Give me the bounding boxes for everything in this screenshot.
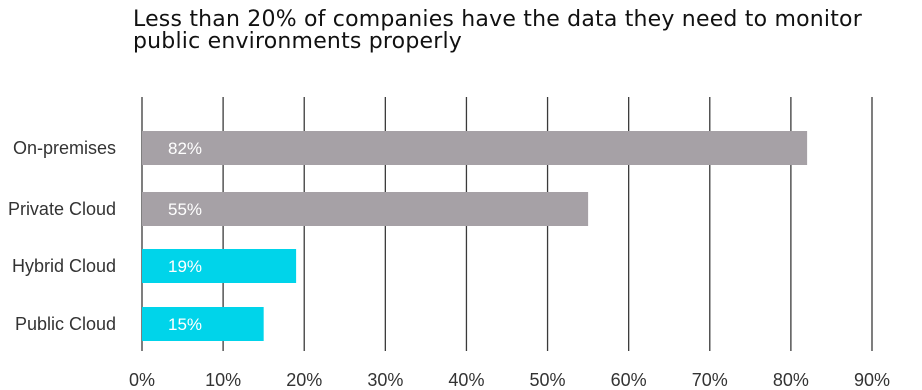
x-tick-label: 50% — [530, 370, 566, 390]
bar — [142, 192, 589, 226]
x-tick-label: 10% — [205, 370, 241, 390]
bar-value-label: 82% — [168, 139, 202, 158]
category-label: Public Cloud — [15, 314, 116, 334]
bar-value-label: 15% — [168, 315, 202, 334]
x-tick-label: 70% — [692, 370, 728, 390]
category-label: On-premises — [13, 138, 116, 158]
x-tick-label: 0% — [129, 370, 155, 390]
bar-value-label: 19% — [168, 257, 202, 276]
x-tick-label: 30% — [367, 370, 403, 390]
chart-title: Less than 20% of companies have the data… — [133, 7, 862, 54]
x-tick-label: 60% — [611, 370, 647, 390]
bar — [142, 131, 808, 165]
bar-value-label: 55% — [168, 200, 202, 219]
category-label: Private Cloud — [8, 199, 116, 219]
x-tick-label: 20% — [286, 370, 322, 390]
x-tick-label: 80% — [773, 370, 809, 390]
bar — [142, 249, 297, 283]
labels: 0% 10% 20% 30% 40% 50% 60% 70% 80% 90% 82% On-premi… — [8, 138, 890, 390]
bar — [142, 307, 264, 341]
x-tick-label: 90% — [854, 370, 890, 390]
category-label: Hybrid Cloud — [12, 256, 116, 276]
x-tick-label: 40% — [448, 370, 484, 390]
bars — [142, 131, 808, 341]
